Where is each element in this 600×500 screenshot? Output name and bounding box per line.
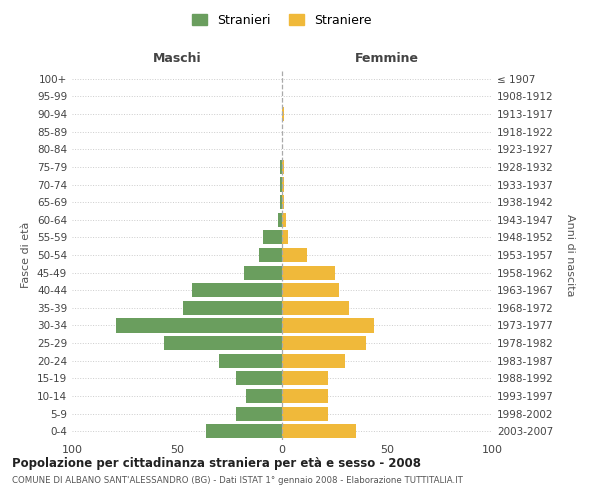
Y-axis label: Anni di nascita: Anni di nascita xyxy=(565,214,575,296)
Bar xyxy=(164,336,282,350)
Bar xyxy=(236,406,282,420)
Bar xyxy=(219,354,282,368)
Bar xyxy=(192,283,282,298)
Text: Maschi: Maschi xyxy=(152,52,202,64)
Text: Femmine: Femmine xyxy=(355,52,419,64)
Bar xyxy=(282,301,349,315)
Bar xyxy=(282,266,335,280)
Bar xyxy=(282,160,284,174)
Bar xyxy=(280,195,282,209)
Bar xyxy=(282,406,328,420)
Bar xyxy=(282,318,374,332)
Bar xyxy=(282,336,366,350)
Bar xyxy=(263,230,282,244)
Bar xyxy=(278,212,282,227)
Bar xyxy=(282,283,338,298)
Bar xyxy=(282,178,284,192)
Bar xyxy=(280,178,282,192)
Bar xyxy=(184,301,282,315)
Bar xyxy=(282,424,355,438)
Bar xyxy=(206,424,282,438)
Y-axis label: Fasce di età: Fasce di età xyxy=(22,222,31,288)
Bar xyxy=(282,354,345,368)
Bar xyxy=(116,318,282,332)
Bar xyxy=(282,389,328,403)
Legend: Stranieri, Straniere: Stranieri, Straniere xyxy=(187,8,377,32)
Bar xyxy=(247,389,282,403)
Bar xyxy=(282,107,284,121)
Bar xyxy=(244,266,282,280)
Bar xyxy=(282,230,289,244)
Bar xyxy=(282,212,286,227)
Bar xyxy=(282,372,328,386)
Bar xyxy=(280,160,282,174)
Bar xyxy=(282,248,307,262)
Text: COMUNE DI ALBANO SANT'ALESSANDRO (BG) - Dati ISTAT 1° gennaio 2008 - Elaborazion: COMUNE DI ALBANO SANT'ALESSANDRO (BG) - … xyxy=(12,476,463,485)
Bar xyxy=(236,372,282,386)
Text: Popolazione per cittadinanza straniera per età e sesso - 2008: Popolazione per cittadinanza straniera p… xyxy=(12,458,421,470)
Bar xyxy=(259,248,282,262)
Bar xyxy=(282,195,284,209)
